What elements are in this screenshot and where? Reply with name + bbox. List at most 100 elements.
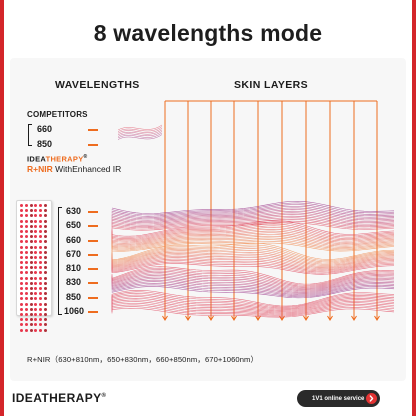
- online-service-button[interactable]: 1V1 online service: [297, 390, 380, 407]
- led-dot: [24, 302, 28, 306]
- led-dot: [39, 271, 43, 275]
- skin-layer-wave-line: [111, 227, 395, 242]
- led-dot: [44, 281, 48, 285]
- led-dot: [44, 271, 48, 275]
- brand-name-part1: IDEA: [27, 154, 46, 164]
- led-dot: [34, 209, 38, 213]
- skin-layer-wave-line: [111, 301, 395, 314]
- skin-layer-wave-line: [111, 207, 395, 220]
- skin-layer-wave-line: [111, 279, 395, 294]
- led-dot: [39, 292, 43, 296]
- skin-layer-wave-line: [111, 228, 395, 243]
- brand-trademark: ®: [83, 154, 88, 160]
- led-dot: [24, 297, 28, 301]
- competitors-title: COMPETITORS: [27, 110, 88, 119]
- led-dot: [44, 328, 48, 332]
- led-dot: [20, 302, 23, 306]
- skin-layer-wave-line: [111, 201, 395, 214]
- led-dot: [39, 261, 43, 265]
- led-dot: [20, 276, 23, 280]
- led-dot: [39, 312, 43, 316]
- skin-layer-wave-line: [111, 205, 395, 218]
- led-dot: [29, 276, 33, 280]
- skin-layer-wave-line: [111, 260, 395, 273]
- led-dot: [39, 266, 43, 270]
- penetration-arrow-head: [208, 315, 214, 321]
- brand-name: IDEATHERAPY®: [27, 154, 87, 164]
- led-dot: [29, 245, 33, 249]
- led-dot: [34, 266, 38, 270]
- led-dot: [29, 224, 33, 228]
- wavelength-1060: 1060: [64, 306, 85, 316]
- led-dot: [34, 204, 38, 207]
- penetration-arrow-head: [162, 315, 168, 321]
- skin-layer-wave-line: [111, 299, 395, 313]
- skin-layer-wave-line: [111, 257, 395, 271]
- brand-mode-rest: WithEnhanced IR: [52, 164, 122, 174]
- led-dot: [29, 209, 33, 213]
- led-dot: [29, 255, 33, 259]
- led-dot: [20, 224, 23, 228]
- wavelength-630: 630: [66, 206, 82, 216]
- skin-layer-wave-line: [111, 217, 395, 227]
- led-dot: [34, 287, 38, 290]
- led-dot: [24, 323, 28, 327]
- skin-layer-wave-line: [111, 220, 395, 230]
- competitor-wave-line: [117, 127, 163, 134]
- led-dot: [24, 229, 28, 233]
- led-dot: [39, 245, 43, 249]
- skin-layer-wave-line: [111, 210, 395, 222]
- led-dot: [20, 318, 23, 322]
- wavelength-tick: [88, 254, 98, 256]
- led-dot: [44, 323, 48, 327]
- led-dot: [44, 287, 48, 290]
- skin-layer-wave-line: [111, 253, 395, 267]
- competitor-wave-line: [117, 126, 163, 132]
- led-dot: [20, 271, 23, 275]
- led-dot: [20, 328, 23, 332]
- led-dot: [29, 266, 33, 270]
- led-dot: [44, 276, 48, 280]
- led-dot: [24, 250, 28, 254]
- led-dot: [24, 307, 28, 311]
- skin-layer-wave-line: [111, 263, 395, 275]
- led-dot: [24, 281, 28, 285]
- led-dot: [20, 229, 23, 233]
- led-dot: [34, 281, 38, 285]
- led-dot: [20, 287, 23, 290]
- skin-layer-wave-line: [111, 209, 395, 221]
- led-dot: [44, 250, 48, 254]
- skin-layer-wave-line: [111, 304, 395, 316]
- skin-layer-wave-line: [111, 276, 395, 292]
- skin-layer-wave-line: [111, 302, 395, 315]
- skin-layer-wave-line: [111, 282, 395, 297]
- skin-layer-wave-line: [111, 286, 395, 299]
- brand-mode-label: R+NIR WithEnhanced IR: [27, 164, 121, 174]
- led-panel-device: [16, 200, 52, 332]
- led-dot: [39, 287, 43, 290]
- led-dot: [39, 219, 43, 223]
- led-dot: [39, 204, 43, 207]
- led-dot: [29, 204, 33, 207]
- competitor-tick: [88, 129, 98, 131]
- led-dot: [24, 292, 28, 296]
- wavelength-830: 830: [66, 277, 82, 287]
- wavelength-tick: [88, 282, 98, 284]
- led-dot: [44, 302, 48, 306]
- wavelength-660: 660: [66, 235, 82, 245]
- led-dot: [34, 255, 38, 259]
- led-dot: [39, 255, 43, 259]
- led-dot: [20, 214, 23, 218]
- led-dot: [34, 328, 38, 332]
- skin-layer-wave-line: [111, 293, 395, 309]
- led-dot: [39, 224, 43, 228]
- led-dot: [44, 235, 48, 239]
- led-dot: [20, 240, 23, 244]
- led-dot: [20, 235, 23, 239]
- wavelength-tick: [88, 211, 98, 213]
- led-dot: [20, 261, 23, 265]
- competitor-wavelength-660: 660: [37, 124, 53, 134]
- skin-layer-wave-line: [111, 290, 395, 307]
- led-dot: [20, 323, 23, 327]
